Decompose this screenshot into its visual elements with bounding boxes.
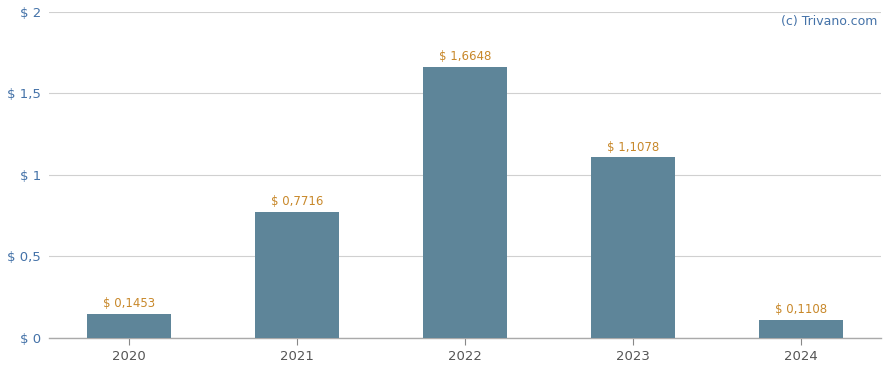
- Text: $ 0,7716: $ 0,7716: [271, 195, 323, 208]
- Bar: [87, 314, 171, 337]
- Bar: [255, 212, 339, 337]
- Text: $ 1,1078: $ 1,1078: [607, 141, 659, 154]
- Bar: [759, 320, 844, 337]
- Bar: [591, 157, 675, 337]
- Text: $ 1,6648: $ 1,6648: [439, 50, 491, 63]
- Bar: [423, 67, 507, 337]
- Text: (c) Trivano.com: (c) Trivano.com: [781, 15, 877, 28]
- Text: $ 0,1453: $ 0,1453: [103, 297, 155, 310]
- Text: $ 0,1108: $ 0,1108: [775, 303, 828, 316]
